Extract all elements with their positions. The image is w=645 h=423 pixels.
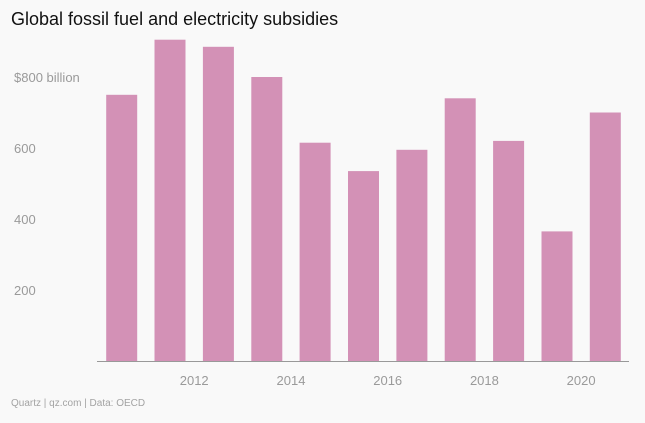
source-footer: Quartz | qz.com | Data: OECD [11, 398, 146, 409]
chart-title: Global fossil fuel and electricity subsi… [11, 9, 339, 29]
bar-2019 [541, 231, 573, 361]
bar-2014 [299, 142, 331, 361]
x-tick-label-2012: 2012 [180, 373, 209, 388]
bar-2018 [493, 140, 525, 361]
bar-2012 [202, 46, 234, 362]
bar-2017 [444, 98, 476, 362]
x-tick-label-2018: 2018 [470, 373, 499, 388]
bar-2015 [348, 171, 379, 361]
x-axis-labels: 2012 2014 2016 2018 2020 [180, 373, 596, 388]
bar-2016 [396, 149, 428, 361]
bar-2013 [251, 77, 283, 361]
y-tick-label-200: 200 [14, 283, 36, 298]
y-axis-labels: 200 400 600 $800 billion [14, 70, 80, 298]
x-tick-label-2016: 2016 [373, 373, 402, 388]
y-tick-label-800: $800 billion [14, 70, 80, 85]
bar-2010 [106, 94, 138, 362]
y-tick-label-400: 400 [14, 212, 36, 227]
bars [106, 39, 621, 362]
bar-2011 [154, 39, 186, 361]
y-tick-label-600: 600 [14, 141, 36, 156]
x-tick-label-2020: 2020 [567, 373, 596, 388]
x-tick-label-2014: 2014 [277, 373, 306, 388]
bar-2020 [589, 112, 621, 361]
